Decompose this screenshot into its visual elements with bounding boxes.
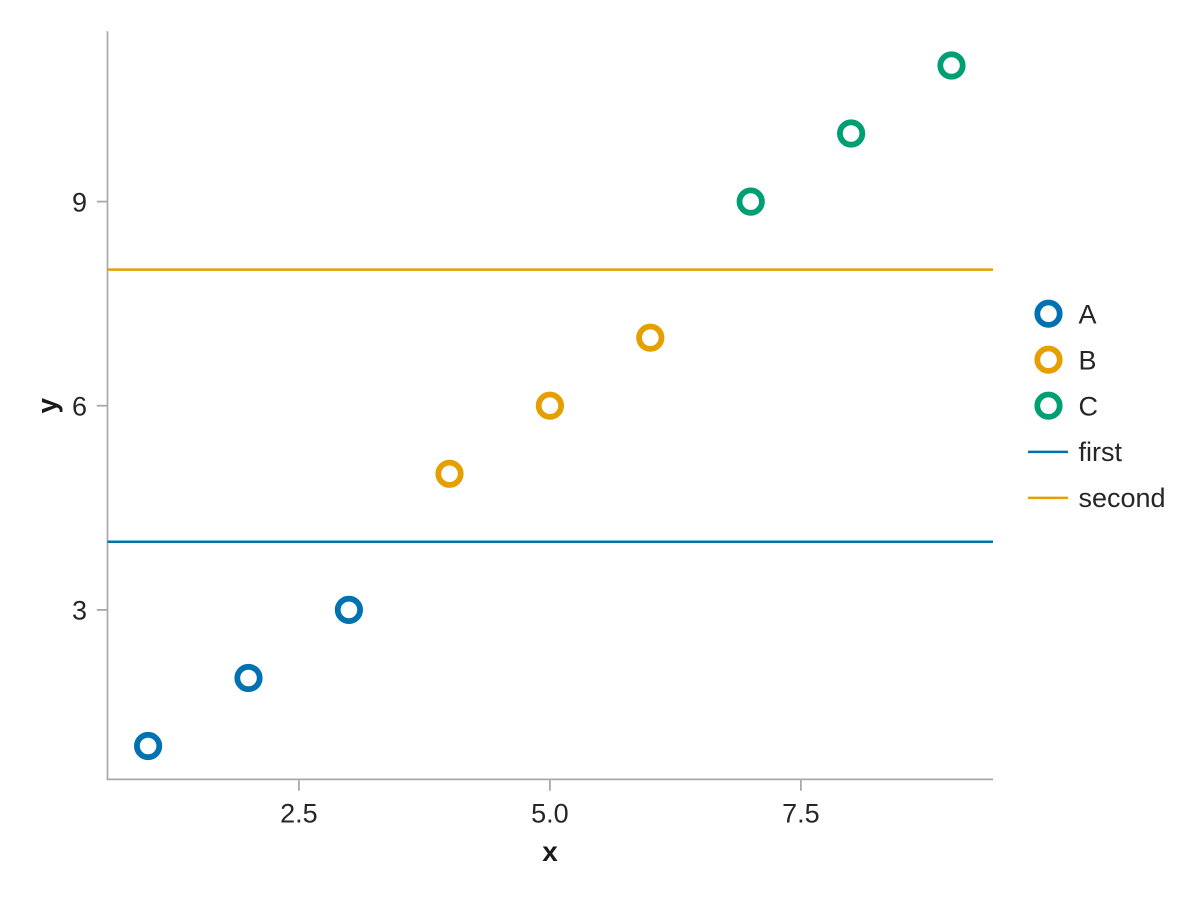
svg-text:3: 3	[72, 596, 87, 626]
svg-text:7.5: 7.5	[782, 798, 820, 828]
svg-text:B: B	[1079, 346, 1097, 376]
svg-text:2.5: 2.5	[280, 798, 318, 828]
svg-text:6: 6	[72, 392, 87, 422]
svg-text:A: A	[1079, 300, 1097, 330]
svg-text:x: x	[542, 836, 558, 867]
svg-text:C: C	[1079, 392, 1099, 422]
svg-text:second: second	[1079, 483, 1166, 513]
svg-text:5.0: 5.0	[531, 798, 569, 828]
svg-text:y: y	[32, 397, 63, 413]
svg-text:first: first	[1079, 437, 1123, 467]
svg-text:9: 9	[72, 187, 87, 217]
